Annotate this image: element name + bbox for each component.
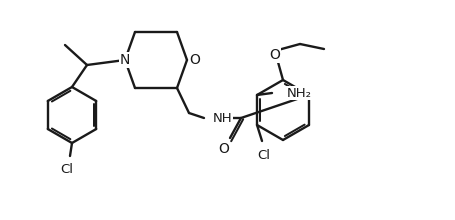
Text: O: O (218, 142, 229, 156)
Text: O: O (269, 48, 280, 62)
Text: Cl: Cl (258, 149, 271, 162)
Text: O: O (190, 53, 201, 67)
Text: Cl: Cl (61, 163, 74, 176)
Text: NH: NH (213, 112, 233, 125)
Text: N: N (120, 53, 130, 67)
Text: NH₂: NH₂ (287, 86, 312, 99)
